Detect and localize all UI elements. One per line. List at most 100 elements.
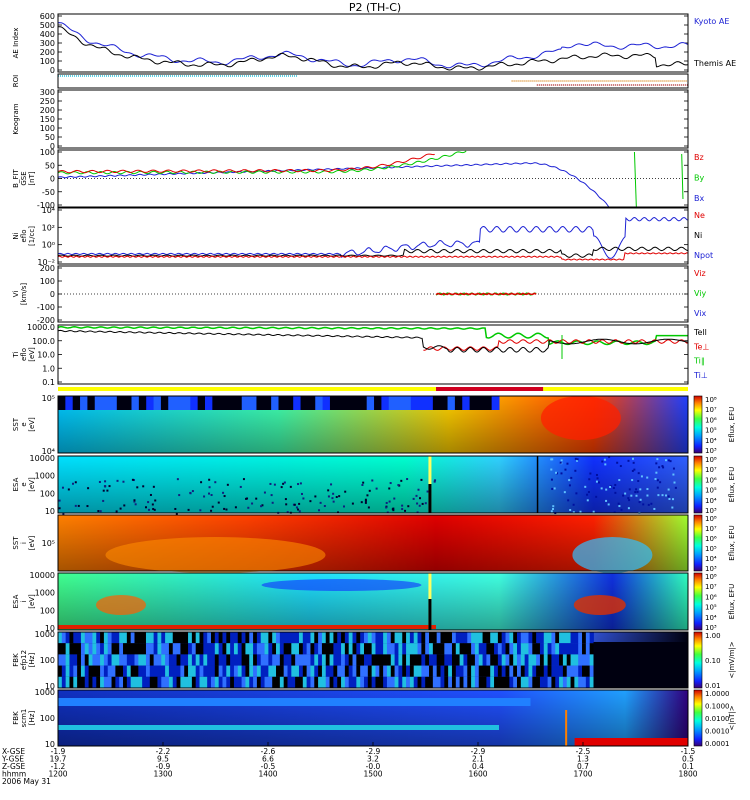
spectrogram-cell bbox=[451, 654, 457, 666]
spectrogram-cell bbox=[352, 643, 357, 655]
spectrogram-noise bbox=[104, 480, 107, 483]
spectrogram-cell bbox=[253, 632, 258, 644]
spectrogram-cell bbox=[585, 654, 591, 666]
spectrogram-cell bbox=[100, 665, 105, 677]
spectrogram-noise bbox=[142, 485, 145, 488]
spectrogram-noise bbox=[635, 494, 638, 497]
spectrogram-blob bbox=[105, 537, 326, 573]
spectrogram-cell bbox=[291, 632, 296, 644]
ytick-label: 0 bbox=[50, 175, 55, 184]
spectrogram-noise bbox=[284, 498, 287, 501]
spectrogram-cell bbox=[283, 654, 288, 666]
series-labels: Kyoto AE Themis AE Bz By Bx Ne Ni Npot Viz Viy Vix… bbox=[693, 17, 736, 380]
spectrogram-cell bbox=[360, 676, 365, 688]
spectrogram-blob bbox=[573, 595, 626, 615]
spectrogram-cell bbox=[532, 676, 537, 688]
spectrogram-cell bbox=[211, 665, 216, 677]
spectrogram-cell bbox=[180, 665, 185, 677]
ytick-label: 50 bbox=[45, 133, 55, 142]
spectrogram-noise bbox=[151, 503, 154, 506]
spectrogram-cell bbox=[96, 643, 101, 655]
series-label: Ti⊥ bbox=[693, 371, 708, 380]
footer-row-label: hhmm bbox=[2, 770, 26, 779]
spectrogram-cell bbox=[264, 665, 269, 677]
spectrogram-noise bbox=[631, 479, 634, 482]
spectrogram-cell bbox=[111, 643, 116, 655]
spectrogram-noise bbox=[319, 501, 322, 504]
spectrogram-cell bbox=[180, 654, 185, 666]
spectrogram-cell bbox=[490, 632, 495, 644]
spectrogram-cell bbox=[111, 665, 116, 677]
spectrogram-noise bbox=[620, 508, 623, 511]
spectrogram-cell bbox=[84, 665, 89, 677]
spectrogram-cell bbox=[491, 396, 500, 410]
spectrogram-cell bbox=[207, 632, 212, 644]
spectrogram-cell bbox=[172, 654, 177, 666]
panel-esa_i: ESA i [eV] 10 100 1000 10000 bbox=[12, 571, 688, 633]
spectrogram-cell bbox=[559, 665, 564, 677]
spectrogram-noise bbox=[550, 458, 553, 461]
spectrogram-noise bbox=[564, 468, 567, 471]
spectrogram-noise bbox=[637, 472, 640, 475]
spectrogram-cell bbox=[307, 396, 316, 410]
spectrogram-cell bbox=[218, 665, 223, 677]
colorbar-tick-label: 10⁵ bbox=[705, 487, 717, 495]
spectrogram-cell bbox=[322, 396, 331, 410]
spectrogram-cell bbox=[145, 676, 151, 688]
spectrogram-noise bbox=[191, 490, 194, 493]
spectrogram-cell bbox=[463, 632, 468, 644]
spectrogram-cell bbox=[413, 643, 418, 655]
spectrogram-cell bbox=[272, 632, 277, 644]
colorbar-esa_e: 10³ 10⁴ 10⁵ 10⁶ 10⁷ 10⁸ Eflux, EFU bbox=[693, 455, 736, 515]
spectrogram-cell bbox=[547, 654, 552, 666]
spectrogram-cell bbox=[256, 676, 262, 688]
colorbar bbox=[693, 572, 703, 631]
spectrogram-cell bbox=[69, 676, 74, 688]
spectrogram-cell bbox=[298, 676, 304, 688]
series-label: Viy bbox=[694, 289, 707, 298]
spectrogram-cell bbox=[226, 654, 231, 666]
spectrogram-cell bbox=[279, 676, 285, 688]
spectrogram-cell bbox=[237, 643, 242, 655]
spectrogram-cell bbox=[279, 643, 285, 655]
spectrogram-cell bbox=[390, 676, 395, 688]
spectrogram-cell bbox=[126, 676, 132, 688]
spectrogram-cell bbox=[241, 632, 246, 644]
ylabel-fbk1: [Hz] bbox=[28, 653, 36, 668]
spectrogram-cell bbox=[188, 643, 193, 655]
spectrogram-cell bbox=[463, 643, 468, 655]
spectrogram-cell bbox=[524, 643, 529, 655]
spectrogram-cell bbox=[191, 676, 197, 688]
spectrogram-cell bbox=[589, 676, 594, 688]
spectrogram-cell bbox=[142, 632, 147, 644]
spectrogram-noise bbox=[342, 505, 345, 508]
spectrogram-cell bbox=[429, 654, 434, 666]
spectrogram-cell bbox=[386, 654, 392, 666]
spectrogram-noise bbox=[367, 506, 370, 509]
spectrogram-cell bbox=[115, 643, 120, 655]
spectrogram-cell bbox=[214, 654, 220, 666]
spectrogram-cell bbox=[366, 396, 375, 410]
spectrogram-noise bbox=[217, 501, 220, 504]
spectrogram-cell bbox=[109, 396, 118, 410]
spectrogram-noise bbox=[123, 504, 126, 507]
ytick-label: 100 bbox=[40, 57, 55, 66]
series-viz bbox=[435, 292, 537, 296]
footer-value: -1.9 bbox=[51, 747, 66, 756]
spectrogram-cell bbox=[58, 654, 63, 666]
spectrogram-cell bbox=[276, 632, 281, 644]
spectrogram-cell bbox=[459, 643, 464, 655]
series-tell bbox=[57, 329, 689, 353]
spectrogram-cell bbox=[73, 665, 78, 677]
ylabel-sst_i: [eV] bbox=[28, 535, 36, 550]
spectrogram-cell bbox=[536, 676, 541, 688]
spectrogram-noise bbox=[144, 506, 147, 509]
panels: AE Index0100200300400500600ROIKeogram050… bbox=[12, 12, 736, 749]
footer-value: 1300 bbox=[153, 770, 172, 779]
spectrogram-cell bbox=[329, 632, 334, 644]
spectrogram-cell bbox=[161, 665, 166, 677]
colorbar-label: <|mV/m|> bbox=[728, 641, 736, 678]
spectrogram-cell bbox=[337, 632, 342, 644]
spectrogram-cell bbox=[207, 665, 212, 677]
spectrogram-cell bbox=[318, 632, 323, 644]
